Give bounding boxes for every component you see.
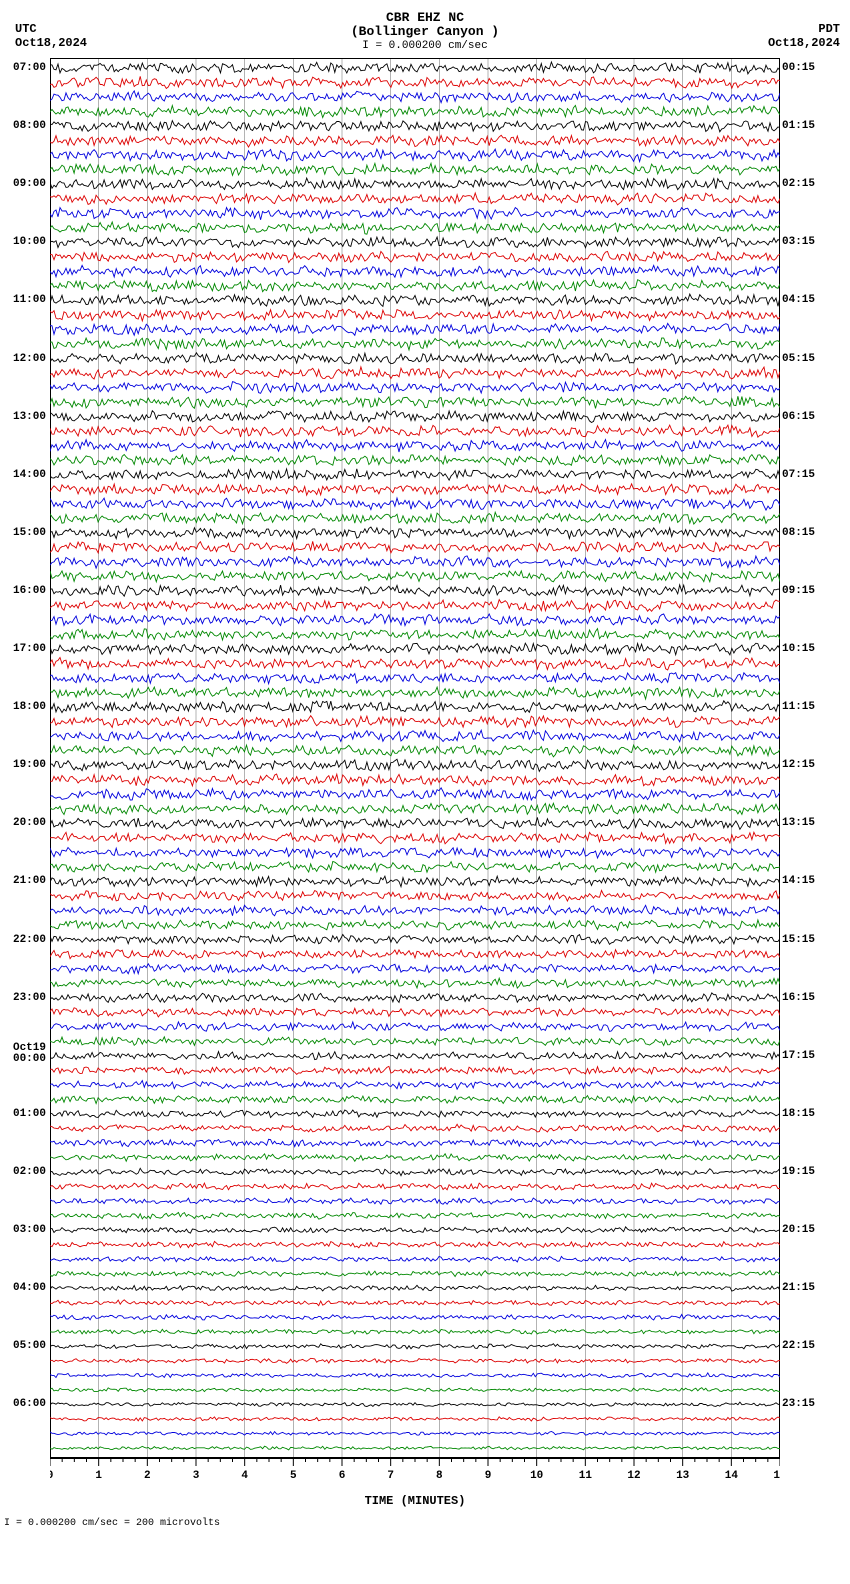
left-time-label: 14:00 (13, 470, 46, 481)
svg-text:1: 1 (95, 1470, 102, 1482)
right-time-label: 07:15 (782, 470, 815, 481)
right-time-label: 14:15 (782, 876, 815, 887)
seismogram-plot (50, 58, 780, 1458)
right-time-label: 03:15 (782, 237, 815, 248)
header: UTC Oct18,2024 PDT Oct18,2024 CBR EHZ NC… (0, 0, 850, 58)
left-time-label: 18:00 (13, 702, 46, 713)
svg-text:0: 0 (50, 1470, 53, 1482)
right-time-label: 22:15 (782, 1341, 815, 1352)
left-time-label: 11:00 (13, 295, 46, 306)
left-time-label: 17:00 (13, 644, 46, 655)
svg-text:12: 12 (627, 1470, 640, 1482)
left-time-label: 23:00 (13, 993, 46, 1004)
svg-text:2: 2 (144, 1470, 151, 1482)
svg-text:10: 10 (530, 1470, 543, 1482)
right-time-label: 02:15 (782, 179, 815, 190)
scale-text: I = 0.000200 cm/sec (0, 40, 850, 52)
right-time-label: 18:15 (782, 1109, 815, 1120)
left-time-label: 09:00 (13, 179, 46, 190)
left-time-label: 08:00 (13, 121, 46, 132)
right-time-label: 04:15 (782, 295, 815, 306)
right-time-label: 05:15 (782, 354, 815, 365)
right-time-label: 00:15 (782, 63, 815, 74)
left-time-label: 10:00 (13, 237, 46, 248)
plot-area: 07:00 08:00 09:00 10:00 11:00 12:00 13:00 14:00… (0, 58, 850, 1458)
station-code: CBR EHZ NC (0, 10, 850, 25)
left-time-label: 22:00 (13, 935, 46, 946)
left-time-label: 19:00 (13, 760, 46, 771)
right-time-label: 12:15 (782, 760, 815, 771)
right-time-label: 21:15 (782, 1283, 815, 1294)
svg-text:7: 7 (387, 1470, 394, 1482)
station-name: (Bollinger Canyon ) (0, 24, 850, 39)
right-time-label: 08:15 (782, 528, 815, 539)
left-time-label: 04:00 (13, 1283, 46, 1294)
right-time-label: 10:15 (782, 644, 815, 655)
left-time-label: 13:00 (13, 412, 46, 423)
svg-text:15: 15 (773, 1470, 780, 1482)
left-time-label: 02:00 (13, 1167, 46, 1178)
svg-text:14: 14 (725, 1470, 739, 1482)
svg-text:8: 8 (436, 1470, 443, 1482)
right-time-label: 19:15 (782, 1167, 815, 1178)
seismogram-container: UTC Oct18,2024 PDT Oct18,2024 CBR EHZ NC… (0, 0, 850, 1529)
x-axis: 0123456789101112131415TIME (MINUTES) (0, 1458, 850, 1508)
right-time-label: 11:15 (782, 702, 815, 713)
right-time-label: 09:15 (782, 586, 815, 597)
right-time-label: 23:15 (782, 1399, 815, 1410)
x-axis-label: TIME (MINUTES) (50, 1494, 780, 1508)
right-time-label: 16:15 (782, 993, 815, 1004)
left-time-label: 03:00 (13, 1225, 46, 1236)
right-time-label: 15:15 (782, 935, 815, 946)
footer-scale: I = 0.000200 cm/sec = 200 microvolts (4, 1518, 850, 1529)
svg-text:13: 13 (676, 1470, 690, 1482)
svg-text:6: 6 (339, 1470, 346, 1482)
right-time-label: 13:15 (782, 818, 815, 829)
left-time-label: 21:00 (13, 876, 46, 887)
right-time-label: 01:15 (782, 121, 815, 132)
svg-text:4: 4 (241, 1470, 248, 1482)
right-time-label: 06:15 (782, 412, 815, 423)
svg-text:11: 11 (579, 1470, 593, 1482)
left-time-label: 07:00 (13, 63, 46, 74)
left-time-label: 06:00 (13, 1399, 46, 1410)
left-time-label: 01:00 (13, 1109, 46, 1120)
left-time-label: 05:00 (13, 1341, 46, 1352)
left-time-label: 16:00 (13, 586, 46, 597)
svg-text:5: 5 (290, 1470, 297, 1482)
left-time-label: 15:00 (13, 528, 46, 539)
left-time-label: 20:00 (13, 818, 46, 829)
left-time-label: 00:00 (13, 1054, 46, 1065)
svg-text:3: 3 (193, 1470, 200, 1482)
svg-text:9: 9 (485, 1470, 492, 1482)
right-time-label: 17:15 (782, 1051, 815, 1062)
right-time-label: 20:15 (782, 1225, 815, 1236)
left-time-label: 12:00 (13, 354, 46, 365)
x-axis-ticks: 0123456789101112131415 (50, 1458, 780, 1488)
